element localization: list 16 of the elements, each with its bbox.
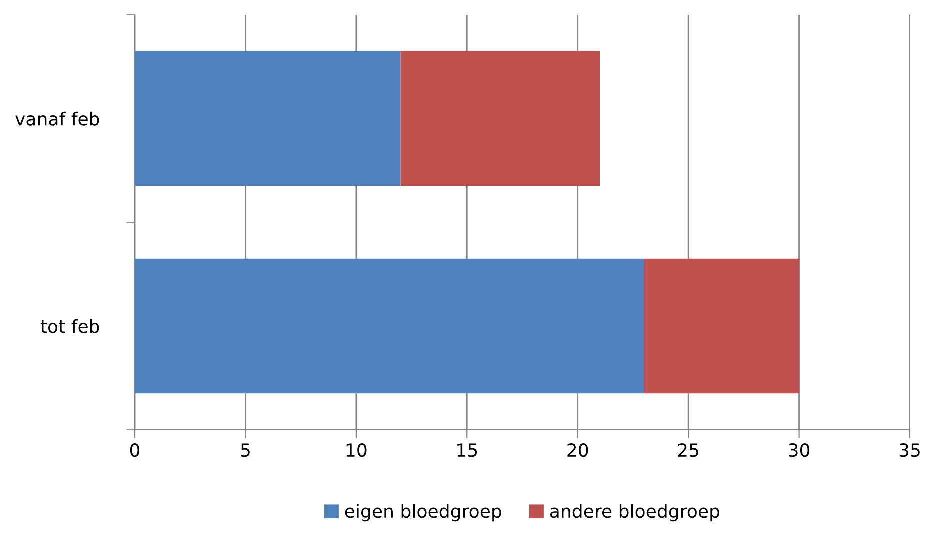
x-tick-label: 0 — [130, 444, 140, 458]
y-tick-label: vanaf feb — [16, 112, 100, 126]
x-tick-label: 15 — [458, 444, 478, 458]
bar — [644, 258, 800, 394]
legend-label: eigen bloedgroep — [345, 504, 502, 522]
x-tick-label: 35 — [900, 444, 920, 458]
x-tick-label: 20 — [568, 444, 588, 458]
x-tick-label: 30 — [789, 444, 810, 458]
x-tick-label: 5 — [241, 444, 250, 458]
x-tick-label: 10 — [346, 444, 367, 458]
bar — [400, 51, 600, 186]
bar — [135, 258, 644, 394]
x-tick-label: 25 — [678, 444, 698, 458]
bar — [135, 51, 401, 186]
legend-label: andere bloedgroep — [550, 504, 720, 522]
y-tick-label: tot feb — [40, 319, 100, 334]
